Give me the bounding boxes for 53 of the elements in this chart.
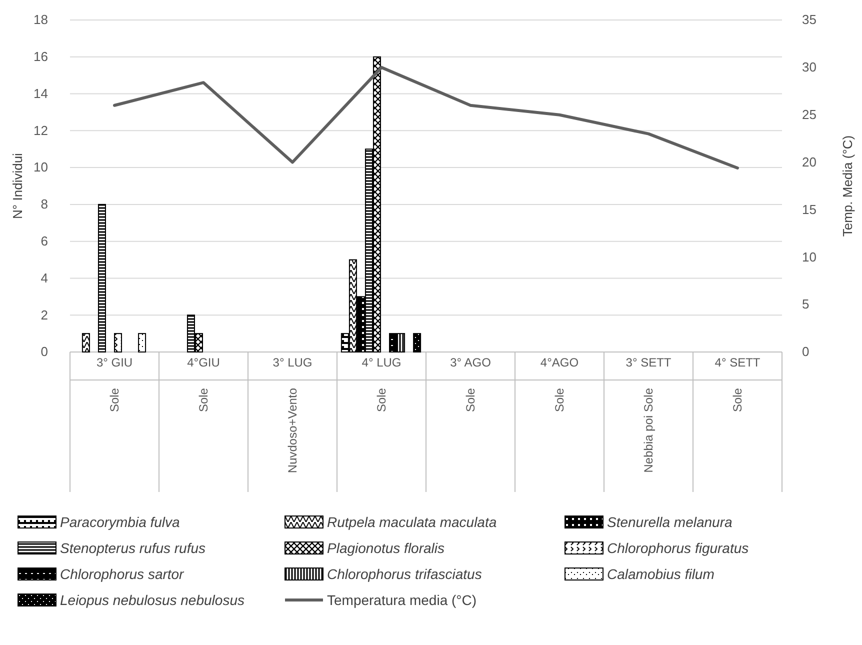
y-tick-label: 6 (40, 233, 48, 248)
y-tick-label: 16 (34, 49, 48, 64)
y2-tick-label: 30 (802, 60, 816, 75)
y-tick-label: 4 (40, 270, 48, 286)
legend-label: Stenurella melanura (607, 514, 733, 530)
bar (82, 333, 90, 352)
x-tick-label: 3° AGO (450, 356, 491, 370)
y2-tick-label: 20 (802, 154, 816, 170)
line-series (113, 66, 739, 170)
text: Sole (464, 388, 478, 412)
y-tick-label: 8 (40, 196, 48, 212)
legend-label: Leiopus nebulosus nebulosus (60, 592, 244, 608)
text: Sole (552, 388, 566, 412)
legend-label: Chlorophorus figuratus (607, 540, 749, 556)
bar (98, 204, 106, 352)
y2-tick-label: 10 (802, 249, 816, 264)
legend-label: Plagionotus floralis (327, 540, 445, 556)
text: Sole (374, 388, 388, 412)
y-axis-title: N° Individui (10, 152, 25, 219)
y2-tick-label: 35 (802, 12, 816, 28)
bar (114, 333, 122, 352)
bar (138, 333, 146, 352)
text: Nuvdoso+Vento (286, 388, 300, 474)
y-tick-label: 14 (34, 86, 48, 101)
x-tick-label: 3° SETT (626, 356, 672, 370)
x-tick-label: 3° LUG (272, 356, 312, 370)
x-tick-label: 4°GIU (187, 356, 220, 370)
x-tick-label: 4°AGO (540, 356, 579, 370)
legend-label: Stenopterus rufus rufus (60, 540, 206, 556)
legend-label: Rutpela maculata maculata (327, 514, 497, 530)
legend-label: Paracorymbia fulva (60, 514, 180, 530)
text: Sole (196, 388, 210, 412)
legend-label: Temperatura media (°C) (327, 592, 477, 608)
text: Nebbia poi Sole (642, 388, 656, 473)
y2-tick-label: 25 (802, 107, 816, 122)
y2-tick-label: 0 (802, 344, 810, 360)
x-tick-label: 3° GIU (96, 356, 133, 370)
y2-axis-title: Temp. Media (°C) (840, 135, 855, 237)
legend-label: Calamobius filum (607, 566, 715, 582)
y2-tick-label: 5 (802, 296, 810, 312)
x-tick-label: 4° LUG (362, 356, 402, 370)
y-tick-label: 12 (34, 122, 48, 138)
text: Sole (108, 388, 122, 412)
y2-tick-label: 15 (802, 202, 816, 217)
legend-label: Chlorophorus trifasciatus (327, 566, 482, 582)
x-tick-label: 4° SETT (714, 356, 761, 370)
y-tick-label: 2 (40, 307, 48, 322)
y-tick-label: 10 (34, 160, 48, 175)
bar (413, 333, 422, 352)
legend-label: Chlorophorus sartor (60, 566, 186, 582)
y-tick-label: 0 (40, 344, 48, 360)
y-tick-label: 18 (34, 12, 48, 28)
text: Sole (730, 388, 744, 412)
